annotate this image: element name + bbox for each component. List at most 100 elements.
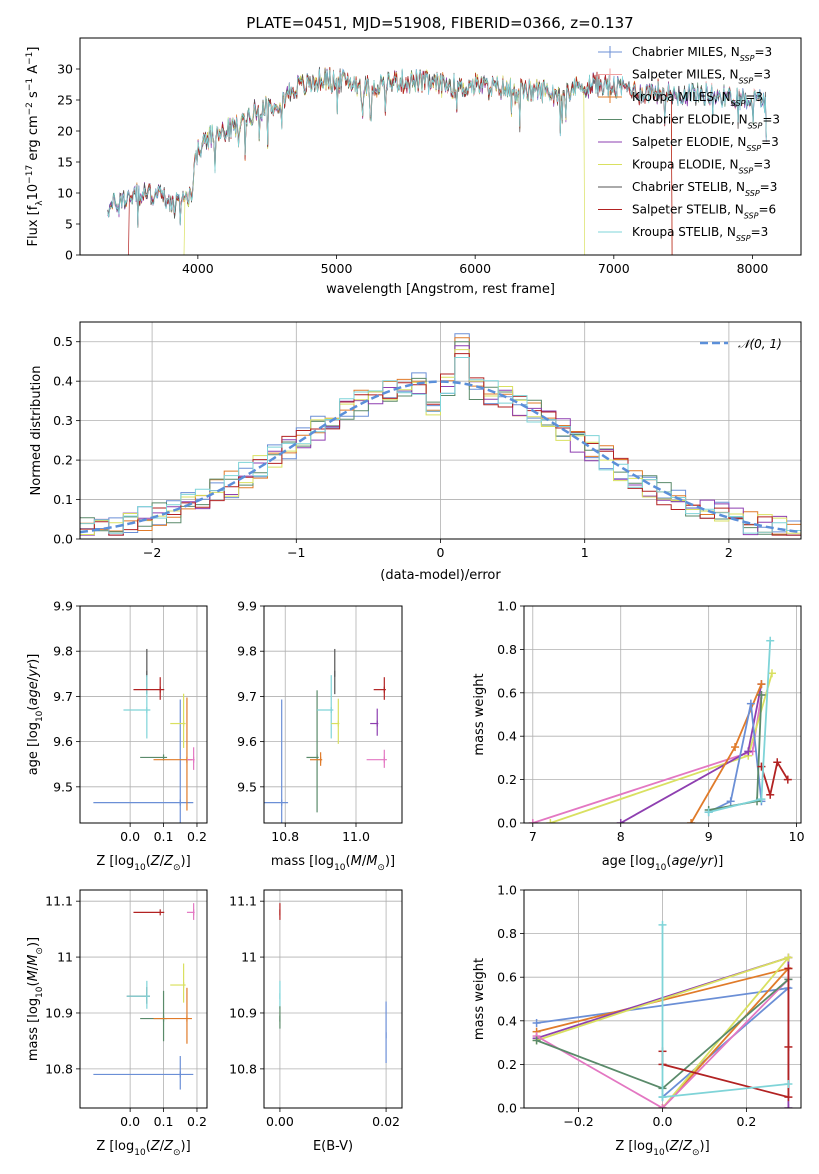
y-axis-label: Normed distribution <box>29 366 44 496</box>
weight-line-chabrier-miles <box>708 703 763 813</box>
x-tick-label: 8000 <box>737 261 769 276</box>
x-axis-label: (data-model)/error <box>380 568 501 583</box>
y-tick-label: 0.4 <box>53 374 73 389</box>
y-tick-label: 0.8 <box>497 642 517 657</box>
x-tick-label: 4000 <box>182 261 214 276</box>
x-tick-label: 0.0 <box>653 1114 673 1129</box>
x-axis-label: Z [log10(Z/Z⊙)] <box>615 1139 709 1158</box>
errorbars <box>93 903 195 1090</box>
y-tick-label: 0.0 <box>497 1101 517 1116</box>
y-tick-label: 9.5 <box>53 779 73 794</box>
y-tick-label: 11 <box>57 950 73 965</box>
y-tick-label: 10.9 <box>229 1005 257 1020</box>
x-axis-label: mass [log10(M/M⊙)] <box>271 854 395 873</box>
x-axis-label: wavelength [Angstrom, rest frame] <box>326 282 555 297</box>
x-tick-label: 9 <box>705 829 713 844</box>
legend-label: Kroupa MILES, NSSP=3 <box>632 90 763 108</box>
legend-label: 𝒩(0, 1) <box>738 337 782 351</box>
x-tick-label: 11.0 <box>342 829 370 844</box>
y-tick-label: 0.6 <box>497 685 517 700</box>
weight-line-pink <box>536 978 790 1108</box>
errorbars <box>279 903 387 1064</box>
y-tick-label: 25 <box>57 93 73 108</box>
axes-frame <box>523 889 802 1109</box>
spectrum-line-salpeter-stelib <box>128 66 673 255</box>
axes-frame <box>263 605 403 824</box>
x-tick-label: 0.2 <box>187 1114 207 1129</box>
x-tick-label: 10 <box>789 829 805 844</box>
y-tick-label: 1.0 <box>497 599 517 614</box>
y-tick-label: 0 <box>65 248 73 263</box>
x-tick-label: 0.2 <box>736 1114 756 1129</box>
histogram-salpeter-stelib <box>80 353 801 536</box>
x-tick-label: 0.2 <box>187 829 207 844</box>
weight-line-kroupa-stelib <box>661 924 789 1099</box>
weight-line-chabrier-elodie <box>708 694 763 811</box>
y-tick-label: 0.3 <box>53 413 73 428</box>
y-tick-label: 10.8 <box>45 1061 73 1076</box>
x-tick-label: −0.2 <box>563 1114 593 1129</box>
y-tick-label: 1.0 <box>497 883 517 898</box>
legend-label: Salpeter STELIB, NSSP=6 <box>632 203 776 221</box>
x-tick-label: 0 <box>437 545 445 560</box>
errorbars <box>93 648 195 823</box>
x-tick-label: 1 <box>581 545 589 560</box>
axes-frame <box>79 37 802 256</box>
histograms <box>80 333 801 536</box>
x-axis-label: Z [log10(Z/Z⊙)] <box>96 1139 190 1158</box>
y-tick-label: 0.0 <box>497 816 517 831</box>
y-tick-label: 9.8 <box>53 644 73 659</box>
axes-frame <box>79 889 208 1109</box>
y-tick-label: 11 <box>241 950 257 965</box>
y-tick-label: 9.5 <box>237 779 257 794</box>
y-tick-label: 0.6 <box>497 970 517 985</box>
spectrum-line-kroupa-stelib <box>107 68 767 228</box>
weight-line-salpeter-stelib <box>760 759 789 799</box>
y-tick-label: 0.5 <box>53 334 73 349</box>
x-axis-label: E(B-V) <box>313 1139 353 1154</box>
y-tick-label: 9.6 <box>237 734 257 749</box>
x-tick-label: 0.0 <box>120 829 140 844</box>
normal-curve <box>80 380 799 534</box>
weight-lines <box>528 636 792 823</box>
legend-label: Chabrier ELODIE, NSSP=3 <box>632 113 780 131</box>
legend-label: Chabrier MILES, NSSP=3 <box>632 45 772 63</box>
x-tick-label: 10.8 <box>271 829 299 844</box>
spectrum-line-kroupa-miles <box>107 67 673 255</box>
y-tick-label: 0.1 <box>53 492 73 507</box>
legend-label: Chabrier STELIB, NSSP=3 <box>632 180 777 198</box>
y-tick-label: 0.0 <box>53 532 73 547</box>
y-tick-label: 9.9 <box>53 599 73 614</box>
y-tick-label: 0.2 <box>497 772 517 787</box>
y-tick-label: 0.8 <box>497 926 517 941</box>
residuals-panel: −2 −1 0 1 2 0.0 0.1 0.2 0.3 0.4 0.5 𝒩(0, 1) (data-mo… <box>29 321 802 583</box>
x-axis-label: Z [log10(Z/Z⊙)] <box>96 854 190 873</box>
x-tick-label: 7000 <box>598 261 630 276</box>
figure-title: PLATE=0451, MJD=51908, FIBERID=0366, z=0… <box>246 14 633 32</box>
mass_vs_ebv-panel: 0.00 0.02 10.8 10.9 11 11.1 <box>229 889 403 1129</box>
y-axis-label: mass weight <box>472 958 487 1040</box>
y-tick-label: 30 <box>57 62 73 77</box>
y-tick-label: 0.2 <box>53 453 73 468</box>
y-tick-label: 10.9 <box>45 1005 73 1020</box>
legend-label: Salpeter MILES, NSSP=3 <box>632 68 771 86</box>
histogram-kroupa-stelib <box>80 357 801 536</box>
weight_vs_age-panel: 7 8 9 10 0.0 0.2 0.4 0.6 0.8 1.0 age [log10(age/yr… <box>472 599 805 874</box>
y-tick-label: 9.8 <box>237 644 257 659</box>
spectrum-lines <box>107 66 767 255</box>
x-tick-label: 6000 <box>459 261 491 276</box>
y-tick-label: 11.1 <box>45 894 73 909</box>
x-tick-label: 5000 <box>321 261 353 276</box>
x-tick-label: 8 <box>617 829 625 844</box>
x-tick-label: 0.00 <box>266 1114 294 1129</box>
y-tick-label: 0.2 <box>497 1057 517 1072</box>
x-tick-label: 0.1 <box>154 829 174 844</box>
y-tick-label: 9.7 <box>237 689 257 704</box>
x-tick-label: 0.02 <box>372 1114 400 1129</box>
x-axis-label: age [log10(age/yr)] <box>602 854 724 873</box>
errorbars <box>264 648 387 823</box>
y-tick-label: 10.8 <box>229 1061 257 1076</box>
axes-frame <box>79 605 208 824</box>
y-axis-label: age [log10(age/yr)] <box>26 654 45 776</box>
